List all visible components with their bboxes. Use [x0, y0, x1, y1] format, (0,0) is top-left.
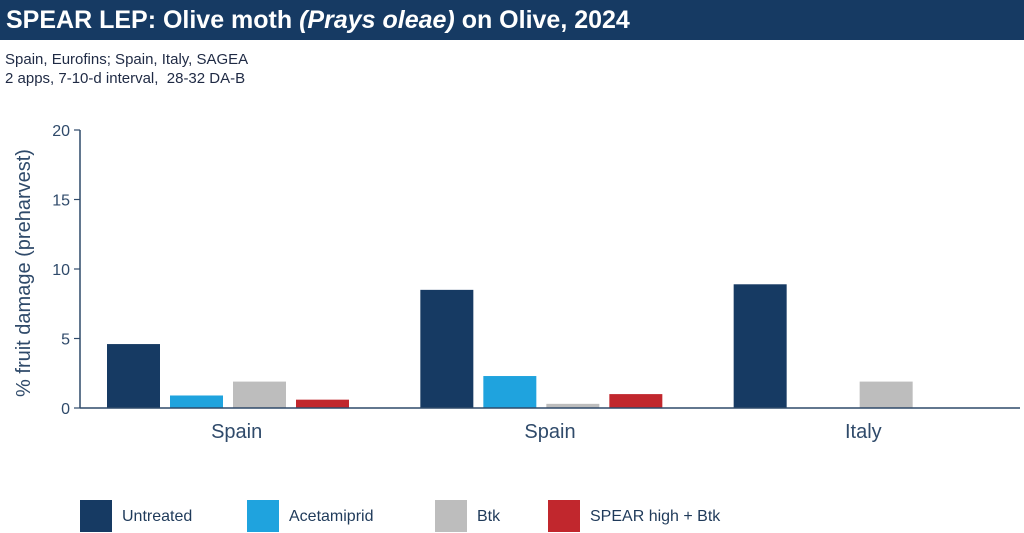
- bar-untreated-2: [420, 289, 474, 408]
- y-tick-label: 10: [52, 262, 70, 279]
- bar-btk-1: [233, 381, 286, 408]
- bar-untreated-1: [107, 344, 160, 408]
- bar-spear-high-btk-1: [296, 399, 349, 408]
- title-tail: on Olive, 2024: [454, 6, 630, 34]
- legend-swatch-untreated: [80, 500, 112, 532]
- title-main: SPEAR LEP: Olive moth: [6, 6, 300, 34]
- title-species: (Prays oleae): [299, 6, 455, 34]
- y-tick-label: 5: [61, 332, 70, 349]
- bar-spear-high-btk-2: [609, 394, 663, 408]
- legend-label-spear: SPEAR high + Btk: [590, 508, 721, 525]
- y-axis-label: % fruit damage (preharvest): [13, 149, 35, 397]
- bar-acetamiprid-1: [170, 395, 223, 408]
- legend-label-acetamiprid: Acetamiprid: [289, 508, 374, 525]
- subtitle-line-2: 2 apps, 7-10-d interval, 28-32 DA-B: [5, 70, 246, 87]
- bar-btk-3: [859, 381, 913, 408]
- legend-label-untreated: Untreated: [122, 508, 193, 525]
- x-tick-label: Spain: [524, 421, 575, 443]
- legend-label-btk: Btk: [477, 508, 501, 525]
- bar-acetamiprid-2: [483, 376, 537, 408]
- legend-swatch-btk: [435, 500, 467, 532]
- y-tick-label: 20: [52, 123, 70, 140]
- legend-swatch-spear: [548, 500, 580, 532]
- y-tick-label: 15: [52, 193, 70, 210]
- x-tick-label: Italy: [845, 421, 882, 443]
- title-bar: SPEAR LEP: Olive moth (Prays oleae) on O…: [0, 0, 1024, 40]
- legend-swatch-acetamiprid: [247, 500, 279, 532]
- bar-btk-2: [546, 403, 600, 408]
- bar-chart: Spain Spain Italy 0 5 10 15 20 % fruit damage (p…: [13, 123, 1020, 443]
- bar-untreated-3: [733, 284, 787, 408]
- chart-title: SPEAR LEP: Olive moth (Prays oleae) on O…: [6, 6, 630, 34]
- subtitle-line-1: Spain, Eurofins; Spain, Italy, SAGEA: [5, 51, 249, 68]
- y-tick-label: 0: [61, 401, 70, 418]
- x-tick-label: Spain: [211, 421, 262, 443]
